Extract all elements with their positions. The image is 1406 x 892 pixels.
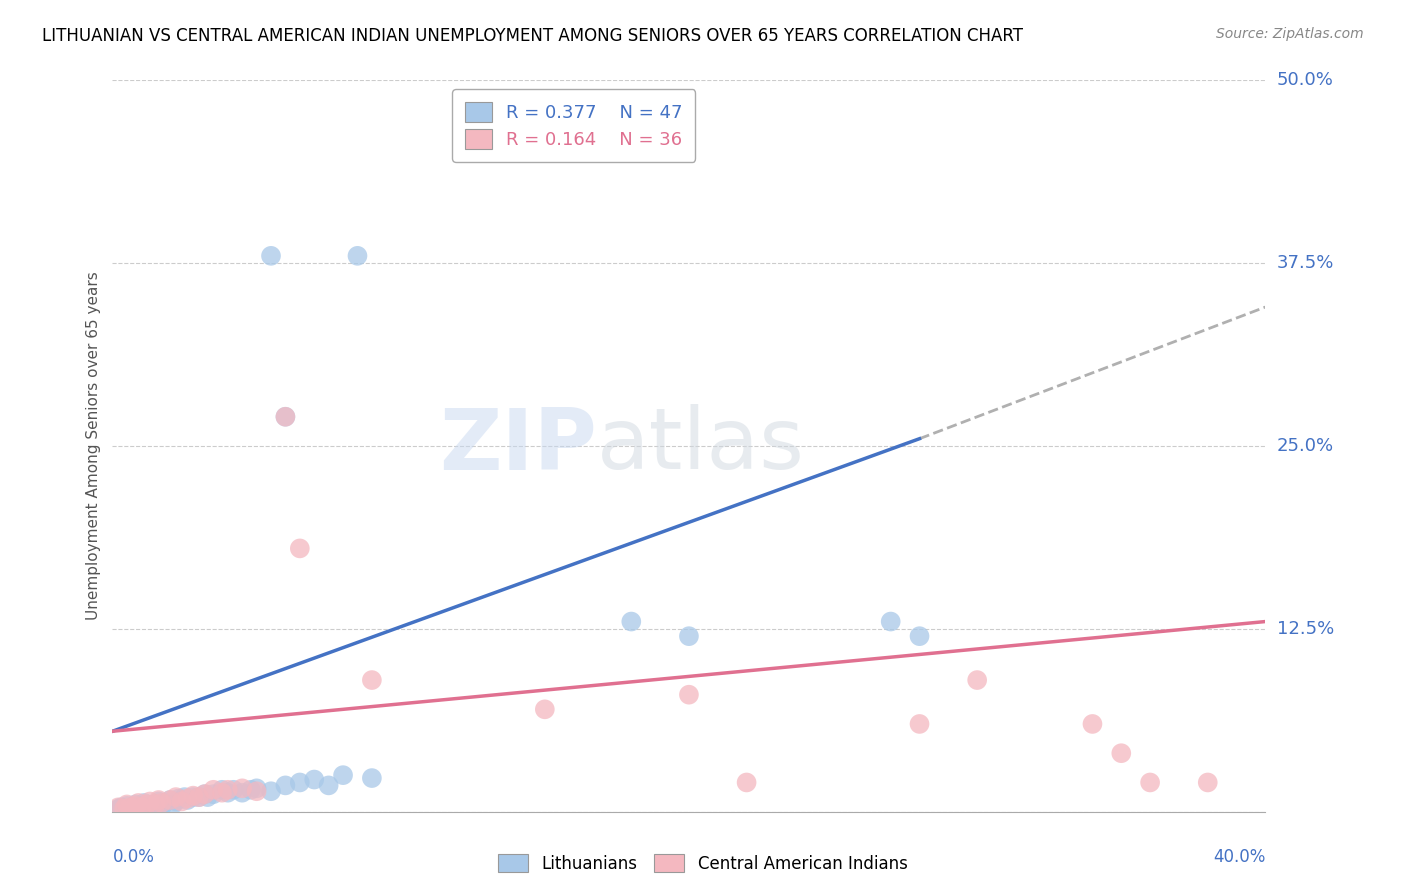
- Point: [1139, 775, 1161, 789]
- Text: 12.5%: 12.5%: [1277, 620, 1334, 638]
- Point: [107, 800, 129, 814]
- Text: Source: ZipAtlas.com: Source: ZipAtlas.com: [1216, 27, 1364, 41]
- Point: [181, 790, 204, 805]
- Point: [176, 793, 198, 807]
- Point: [159, 793, 181, 807]
- Point: [274, 409, 297, 424]
- Point: [127, 803, 149, 817]
- Point: [165, 790, 187, 805]
- Point: [145, 797, 167, 812]
- Point: [274, 778, 297, 792]
- Point: [231, 786, 253, 800]
- Point: [332, 768, 354, 782]
- Point: [112, 802, 135, 816]
- Point: [136, 797, 159, 812]
- Point: [176, 791, 198, 805]
- Point: [678, 688, 700, 702]
- Point: [735, 775, 758, 789]
- Point: [194, 787, 217, 801]
- Point: [197, 790, 219, 805]
- Text: 0.0%: 0.0%: [112, 848, 155, 866]
- Point: [1081, 717, 1104, 731]
- Legend: Lithuanians, Central American Indians: Lithuanians, Central American Indians: [492, 847, 914, 880]
- Point: [110, 800, 132, 814]
- Point: [246, 781, 269, 796]
- Point: [148, 795, 170, 809]
- Text: 37.5%: 37.5%: [1277, 254, 1334, 272]
- Point: [304, 772, 326, 787]
- Point: [129, 800, 153, 814]
- Point: [188, 790, 211, 805]
- Point: [181, 789, 204, 803]
- Point: [134, 796, 156, 810]
- Point: [346, 249, 368, 263]
- Point: [211, 786, 233, 800]
- Point: [124, 797, 146, 812]
- Point: [159, 793, 181, 807]
- Point: [211, 782, 233, 797]
- Point: [162, 797, 184, 812]
- Point: [966, 673, 988, 687]
- Point: [678, 629, 700, 643]
- Point: [139, 795, 162, 809]
- Point: [112, 803, 135, 817]
- Point: [153, 796, 176, 810]
- Point: [1197, 775, 1219, 789]
- Point: [136, 802, 159, 816]
- Point: [124, 798, 146, 813]
- Point: [274, 409, 297, 424]
- Point: [107, 802, 129, 816]
- Point: [231, 781, 253, 796]
- Point: [260, 249, 283, 263]
- Point: [145, 797, 167, 812]
- Point: [165, 795, 187, 809]
- Point: [288, 775, 311, 789]
- Point: [217, 782, 239, 797]
- Text: atlas: atlas: [596, 404, 804, 488]
- Point: [150, 800, 173, 814]
- Point: [150, 796, 173, 810]
- Point: [908, 717, 931, 731]
- Point: [115, 798, 138, 813]
- Point: [129, 800, 153, 814]
- Point: [360, 771, 382, 785]
- Point: [534, 702, 557, 716]
- Point: [139, 798, 162, 813]
- Point: [318, 778, 340, 792]
- Point: [118, 802, 141, 816]
- Text: 50.0%: 50.0%: [1277, 71, 1334, 89]
- Point: [217, 786, 239, 800]
- Point: [620, 615, 643, 629]
- Point: [173, 790, 195, 805]
- Point: [202, 782, 225, 797]
- Legend: R = 0.377    N = 47, R = 0.164    N = 36: R = 0.377 N = 47, R = 0.164 N = 36: [451, 89, 696, 161]
- Point: [170, 795, 193, 809]
- Point: [246, 784, 269, 798]
- Point: [167, 791, 190, 805]
- Text: ZIP: ZIP: [439, 404, 596, 488]
- Point: [121, 800, 143, 814]
- Point: [1111, 746, 1133, 760]
- Point: [880, 615, 903, 629]
- Point: [188, 790, 211, 805]
- Point: [148, 793, 170, 807]
- Point: [202, 787, 225, 801]
- Point: [260, 784, 283, 798]
- Point: [118, 800, 141, 814]
- Text: 25.0%: 25.0%: [1277, 437, 1334, 455]
- Text: LITHUANIAN VS CENTRAL AMERICAN INDIAN UNEMPLOYMENT AMONG SENIORS OVER 65 YEARS C: LITHUANIAN VS CENTRAL AMERICAN INDIAN UN…: [42, 27, 1024, 45]
- Point: [360, 673, 382, 687]
- Point: [194, 787, 217, 801]
- Text: 40.0%: 40.0%: [1213, 848, 1265, 866]
- Point: [288, 541, 311, 556]
- Point: [239, 782, 262, 797]
- Point: [222, 782, 245, 797]
- Point: [115, 797, 138, 812]
- Point: [908, 629, 931, 643]
- Y-axis label: Unemployment Among Seniors over 65 years: Unemployment Among Seniors over 65 years: [86, 272, 101, 620]
- Point: [127, 796, 149, 810]
